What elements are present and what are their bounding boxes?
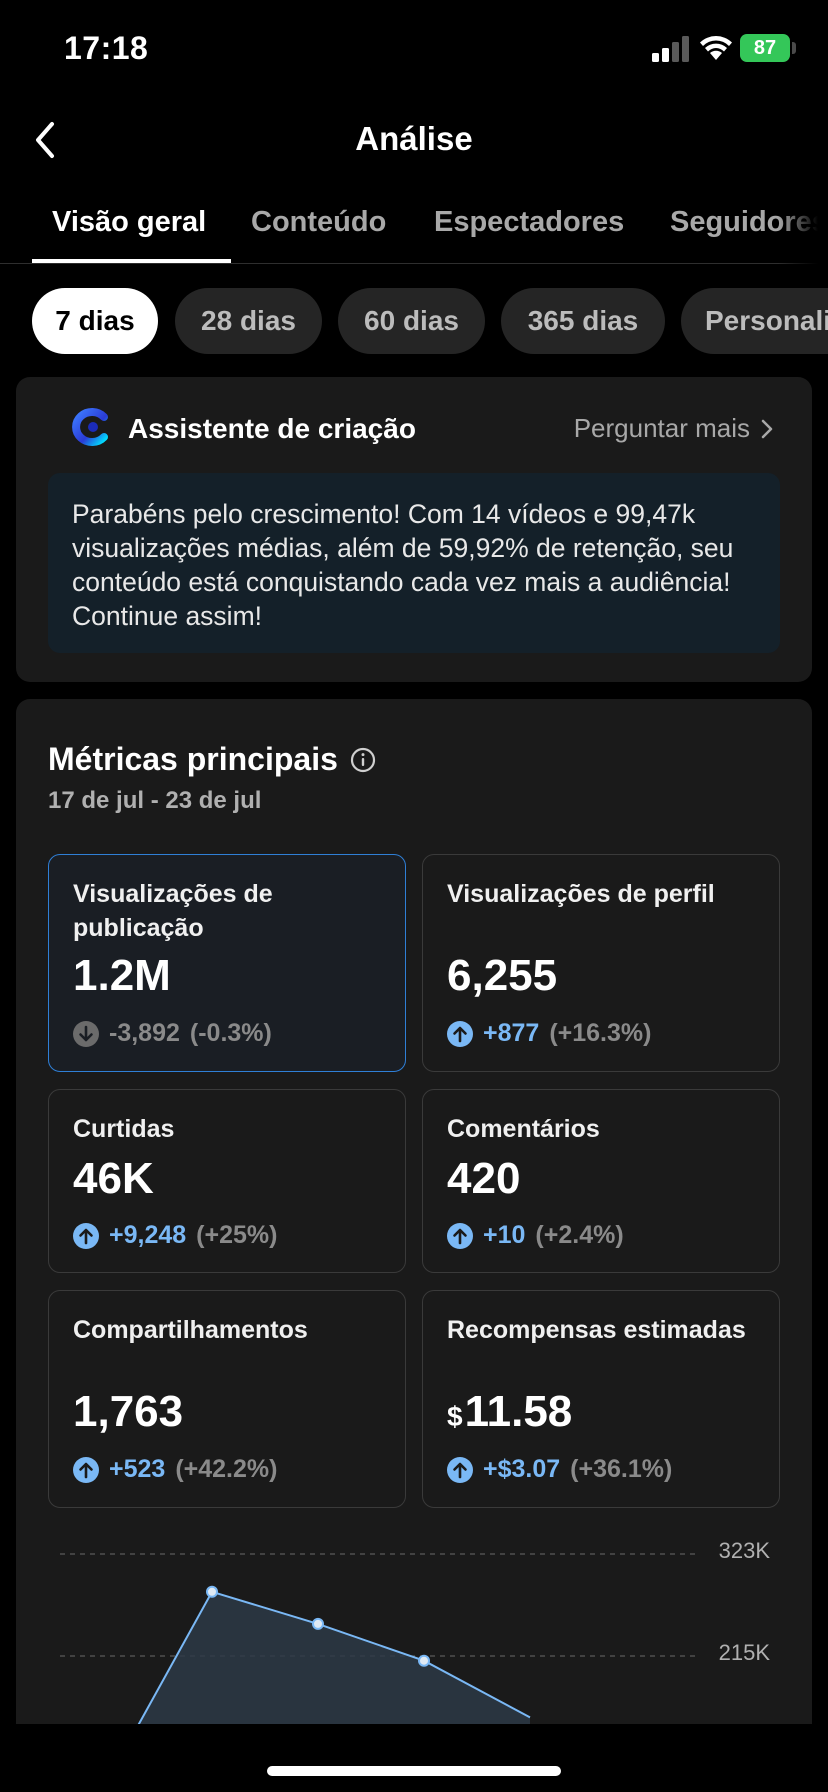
arrow-down-circle-icon	[73, 1020, 99, 1047]
metric-change: +$3.07 (+36.1%)	[447, 1455, 672, 1484]
metric-value: 11.58	[464, 1387, 573, 1436]
metrics-date-range: 17 de jul - 23 de jul	[48, 787, 262, 814]
metric-change-absolute: +877	[483, 1019, 540, 1047]
status-bar: 17:18 87	[0, 0, 828, 100]
chart-area	[138, 1591, 530, 1724]
metric-change-percent: (+25%)	[196, 1221, 278, 1249]
home-indicator	[267, 1766, 561, 1776]
ask-more-link[interactable]: Perguntar mais	[574, 413, 774, 444]
status-time: 17:18	[64, 30, 149, 66]
metric-label: Recompensas estimadas	[447, 1316, 746, 1344]
metric-label: Comentários	[447, 1115, 600, 1143]
metric-value: 6,255	[447, 951, 558, 1000]
creator-assistant-card: Assistente de criação Perguntar mais Par…	[16, 377, 812, 682]
y-tick-label: 215K	[718, 1640, 770, 1665]
metrics-title: Métricas principais	[48, 741, 338, 777]
period-custom[interactable]: Personalizado	[681, 288, 828, 354]
metric-tile-likes[interactable]: Curtidas 46K +9,248 (+25%)	[48, 1089, 406, 1273]
metric-tile-estimated-rewards[interactable]: Recompensas estimadas $11.58 +$3.07 (+36…	[422, 1290, 780, 1508]
arrow-up-circle-icon	[447, 1020, 473, 1047]
metric-change-percent: (+42.2%)	[175, 1455, 278, 1483]
tab-viewers[interactable]: Espectadores	[434, 206, 625, 238]
active-tab-indicator	[32, 259, 231, 263]
cellular-signal-icon	[652, 36, 689, 62]
metric-change: +877 (+16.3%)	[447, 1019, 651, 1048]
metrics-chart: 323K 215K	[40, 1538, 800, 1724]
metric-change-absolute: -3,892	[109, 1019, 180, 1047]
ask-more-label: Perguntar mais	[573, 413, 750, 443]
metric-value: 46K	[73, 1154, 154, 1203]
bottom-safe-area	[0, 1724, 828, 1792]
chevron-right-icon	[761, 419, 773, 438]
metric-change: +10 (+2.4%)	[447, 1221, 624, 1250]
period-60-days[interactable]: 60 dias	[338, 288, 485, 354]
assistant-logo-icon	[72, 408, 108, 446]
page-title: Análise	[355, 120, 473, 157]
chart-data-point[interactable]	[206, 1585, 218, 1598]
metric-label: Visualizações de perfil	[447, 880, 715, 908]
period-365-days[interactable]: 365 dias	[501, 288, 665, 354]
metric-change-percent: (+16.3%)	[549, 1019, 652, 1047]
metrics-title-row: Métricas principais	[48, 741, 376, 778]
metric-change: +523 (+42.2%)	[73, 1455, 277, 1484]
chart-data-point[interactable]	[418, 1654, 430, 1667]
y-tick-label: 323K	[718, 1538, 770, 1563]
wifi-icon	[700, 36, 732, 60]
metric-value-row: $11.58	[447, 1387, 572, 1437]
battery-tip	[792, 42, 796, 54]
metric-change-percent: (+2.4%)	[535, 1221, 624, 1249]
currency-symbol: $	[447, 1401, 463, 1432]
metric-change: -3,892 (-0.3%)	[73, 1019, 272, 1048]
key-metrics-card: Métricas principais 17 de jul - 23 de ju…	[16, 699, 812, 1792]
tab-content[interactable]: Conteúdo	[251, 206, 387, 238]
metric-change-percent: (+36.1%)	[570, 1455, 673, 1483]
assistant-message: Parabéns pelo crescimento! Com 14 vídeos…	[48, 473, 780, 653]
period-28-days[interactable]: 28 dias	[175, 288, 322, 354]
metric-change-absolute: +523	[109, 1455, 166, 1483]
metric-tile-shares[interactable]: Compartilhamentos 1,763 +523 (+42.2%)	[48, 1290, 406, 1508]
metric-value: 1,763	[73, 1387, 184, 1436]
metric-tile-post-views[interactable]: Visualizações de publicação 1.2M -3,892 …	[48, 854, 406, 1072]
metric-change-percent: (-0.3%)	[189, 1019, 272, 1047]
metric-change-absolute: +9,248	[109, 1221, 187, 1249]
arrow-up-circle-icon	[447, 1456, 473, 1483]
arrow-up-circle-icon	[73, 1456, 99, 1483]
assistant-title: Assistente de criação	[128, 413, 416, 444]
metric-tile-comments[interactable]: Comentários 420 +10 (+2.4%)	[422, 1089, 780, 1273]
battery-indicator: 87	[740, 34, 790, 62]
arrow-up-circle-icon	[447, 1222, 473, 1249]
chart-data-point[interactable]	[312, 1617, 324, 1630]
back-arrow-icon[interactable]	[30, 118, 70, 162]
metric-tile-profile-views[interactable]: Visualizações de perfil 6,255 +877 (+16.…	[422, 854, 780, 1072]
tabs-overflow-fade	[778, 184, 828, 266]
metric-value: 420	[447, 1154, 521, 1203]
tab-overview[interactable]: Visão geral	[52, 206, 207, 238]
metric-label: Curtidas	[73, 1115, 175, 1143]
arrow-up-circle-icon	[73, 1222, 99, 1249]
chart-svg	[60, 1553, 700, 1724]
metric-change-absolute: +10	[483, 1221, 526, 1249]
tab-bar: Visão geral Conteúdo Espectadores Seguid…	[0, 184, 828, 266]
metric-label: Visualizações de publicação	[73, 880, 273, 942]
period-selector: 7 dias 28 dias 60 dias 365 dias Personal…	[0, 288, 828, 354]
metric-change-absolute: +$3.07	[483, 1455, 561, 1483]
metric-value: 1.2M	[73, 951, 171, 1000]
period-7-days[interactable]: 7 dias	[32, 288, 158, 354]
metric-label: Compartilhamentos	[73, 1316, 308, 1344]
metric-change: +9,248 (+25%)	[73, 1221, 277, 1250]
info-icon[interactable]	[350, 747, 376, 773]
